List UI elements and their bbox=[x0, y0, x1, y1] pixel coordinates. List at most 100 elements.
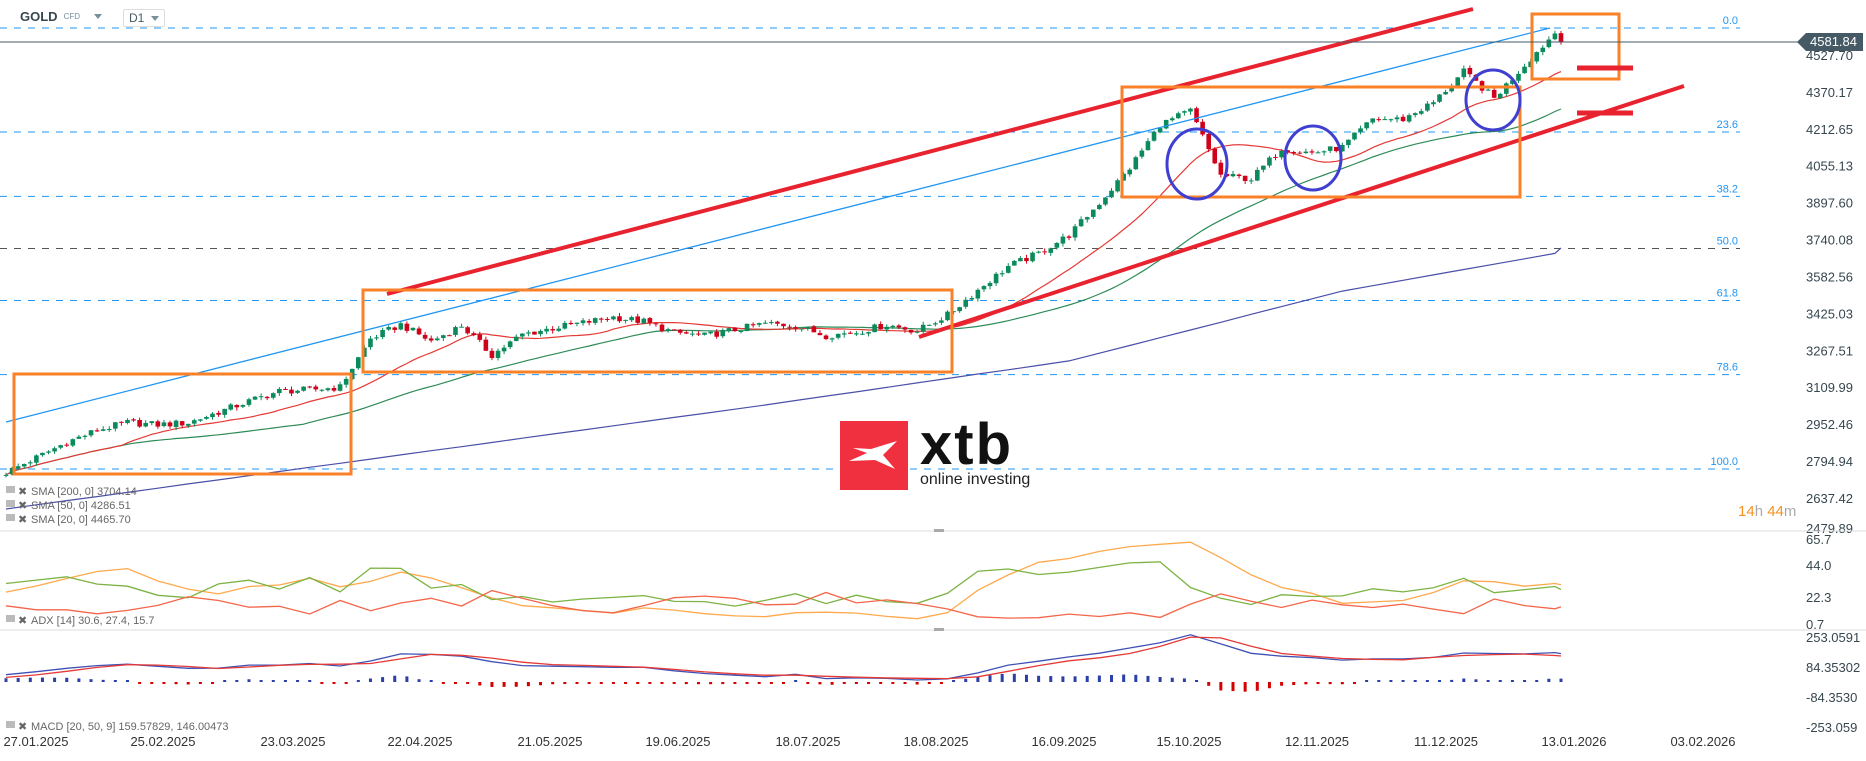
macd-histogram-bar bbox=[77, 678, 81, 682]
chevron-down-icon[interactable] bbox=[94, 14, 103, 19]
panel-resize-handle[interactable] bbox=[934, 628, 944, 631]
highlight-circle-2[interactable] bbox=[1283, 124, 1343, 192]
macd-histogram-bar bbox=[429, 680, 433, 682]
panel-resize-handle[interactable] bbox=[934, 529, 944, 532]
macd-histogram-bar bbox=[113, 680, 117, 682]
candle bbox=[58, 444, 63, 450]
candle-body bbox=[872, 324, 877, 333]
candle-body bbox=[1546, 39, 1552, 48]
candle-body bbox=[179, 421, 185, 426]
candle bbox=[1522, 63, 1527, 74]
macd-histogram-bar bbox=[976, 676, 980, 682]
price-axis-label: 3425.03 bbox=[1806, 306, 1853, 321]
candle-body bbox=[368, 338, 373, 348]
macd-histogram-bar bbox=[1498, 680, 1502, 682]
legend-macd[interactable]: ✖ MACD [20, 50, 9] 159.57829, 146.00473 bbox=[6, 721, 229, 733]
candle bbox=[1340, 142, 1345, 152]
legend-sma20[interactable]: ✖ SMA [20, 0] 4465.70 bbox=[6, 514, 131, 526]
date-axis-label: 19.06.2025 bbox=[645, 734, 710, 749]
macd-histogram-bar bbox=[1474, 679, 1478, 682]
date-axis[interactable]: 27.01.2025 25.02.2025 23.03.2025 22.04.2025… bbox=[3, 734, 1735, 749]
highlight-circle-1[interactable] bbox=[1165, 127, 1229, 201]
macd-histogram-bar bbox=[721, 682, 725, 685]
candle bbox=[1388, 118, 1394, 123]
macd-histogram-bar bbox=[1523, 680, 1527, 682]
timeframe-select[interactable]: D1 bbox=[123, 9, 165, 27]
price-axis[interactable]: 4527.70 4370.17 4212.65 4055.13 3897.60 3740.… bbox=[1806, 48, 1853, 536]
candle bbox=[1048, 247, 1054, 256]
candle bbox=[592, 317, 598, 325]
candle-body bbox=[963, 299, 969, 307]
highlight-circle-3[interactable] bbox=[1464, 68, 1522, 132]
consolidation-box-2[interactable] bbox=[361, 288, 954, 374]
consolidation-box-4[interactable] bbox=[1530, 12, 1621, 81]
settings-icon[interactable] bbox=[6, 500, 15, 507]
candle bbox=[605, 317, 610, 322]
remove-icon[interactable]: ✖ bbox=[18, 615, 27, 627]
macd-histogram-bar bbox=[769, 682, 773, 684]
candle bbox=[1273, 154, 1278, 161]
candle bbox=[1418, 108, 1424, 116]
candle bbox=[125, 418, 130, 425]
drawings[interactable] bbox=[5, 7, 1685, 476]
candle-body bbox=[714, 331, 719, 337]
macd-histogram-bar bbox=[466, 682, 470, 684]
trend-line-blue[interactable] bbox=[5, 27, 1551, 423]
remove-icon[interactable]: ✖ bbox=[18, 500, 27, 512]
candle-body bbox=[671, 329, 677, 331]
remove-icon[interactable]: ✖ bbox=[18, 486, 27, 498]
candle bbox=[945, 310, 950, 322]
candle bbox=[82, 434, 88, 440]
settings-icon[interactable] bbox=[6, 486, 15, 493]
macd-histogram-bar bbox=[247, 679, 251, 682]
settings-icon[interactable] bbox=[6, 615, 15, 622]
settings-icon[interactable] bbox=[6, 721, 15, 728]
candle-body bbox=[495, 350, 501, 358]
candle-body bbox=[562, 322, 568, 329]
channel-lower-line[interactable] bbox=[918, 84, 1685, 339]
candle bbox=[562, 320, 568, 330]
legend-adx[interactable]: ✖ ADX [14] 30.6, 27.4, 15.7 bbox=[6, 615, 155, 627]
candle-body bbox=[52, 448, 57, 452]
legend-sma200[interactable]: ✖ SMA [200, 0] 3704.14 bbox=[6, 486, 137, 498]
candle bbox=[823, 334, 829, 341]
macd-histogram-bar bbox=[356, 680, 360, 682]
candle bbox=[532, 331, 537, 335]
candle-body bbox=[550, 329, 555, 331]
candle-body bbox=[1491, 89, 1497, 98]
candle bbox=[1036, 250, 1041, 254]
candle-body bbox=[677, 329, 683, 333]
candle-body bbox=[1036, 251, 1041, 253]
macd-histogram-bar bbox=[40, 677, 44, 682]
candle bbox=[216, 410, 221, 417]
date-axis-label: 15.10.2025 bbox=[1156, 734, 1221, 749]
candle bbox=[1212, 147, 1218, 165]
candle bbox=[914, 329, 920, 334]
legend-sma50[interactable]: ✖ SMA [50, 0] 4286.51 bbox=[6, 500, 131, 512]
candle-body bbox=[1042, 251, 1047, 253]
settings-icon[interactable] bbox=[6, 514, 15, 521]
remove-icon[interactable]: ✖ bbox=[18, 721, 27, 733]
macd-histogram-bar bbox=[684, 682, 688, 685]
candle-body bbox=[574, 322, 580, 324]
candle bbox=[1139, 148, 1145, 159]
symbol-selector[interactable]: GOLD CFD bbox=[20, 9, 103, 24]
candle-body bbox=[1267, 157, 1272, 166]
channel-upper-line[interactable] bbox=[386, 7, 1474, 296]
candle-body bbox=[544, 328, 549, 332]
consolidation-box-3[interactable] bbox=[1120, 85, 1522, 199]
remove-icon[interactable]: ✖ bbox=[18, 514, 27, 526]
candle-body bbox=[896, 325, 902, 328]
candle-body bbox=[1394, 117, 1400, 120]
fib-level-label: 23.6 bbox=[1717, 119, 1738, 131]
candle bbox=[720, 328, 726, 339]
candle bbox=[1236, 173, 1242, 179]
candle bbox=[1133, 155, 1139, 171]
candle bbox=[27, 460, 33, 467]
candle bbox=[1218, 159, 1224, 178]
candle-body bbox=[1497, 93, 1503, 98]
candle-body bbox=[374, 337, 379, 339]
consolidation-box-1[interactable] bbox=[12, 372, 353, 476]
candle-body bbox=[1412, 113, 1418, 116]
